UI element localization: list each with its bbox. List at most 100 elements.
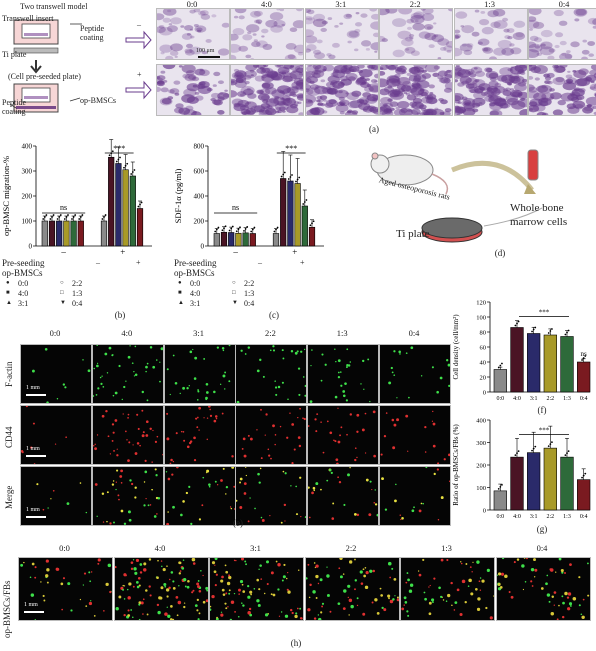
- data-point: [282, 173, 285, 176]
- y-tick-label: 0: [201, 243, 205, 251]
- data-point: [273, 230, 276, 233]
- bar: [129, 175, 136, 247]
- legend-entry: 3:1: [190, 299, 201, 308]
- data-point: [514, 454, 517, 457]
- data-point: [302, 203, 305, 205]
- data-point: [566, 331, 568, 334]
- bar: [70, 220, 77, 247]
- data-point: [79, 216, 82, 218]
- plus-label: +: [136, 258, 141, 267]
- bar: [577, 361, 591, 393]
- bar: [235, 232, 242, 247]
- data-point: [45, 214, 48, 216]
- x-tick-label: 3:1: [530, 396, 538, 402]
- bar: [527, 333, 541, 393]
- group-label: +: [120, 247, 125, 257]
- data-point: [228, 229, 231, 232]
- data-point: [309, 224, 312, 227]
- bar: [287, 180, 294, 247]
- scalebar: [198, 56, 220, 58]
- data-point: [42, 218, 45, 220]
- data-point: [124, 164, 127, 167]
- bar: [577, 479, 591, 511]
- scalebar: [26, 394, 46, 396]
- data-point: [244, 227, 247, 230]
- fluorescence-image: [307, 405, 380, 465]
- y-tick-label: 0: [483, 508, 486, 515]
- significance-label: ***: [539, 308, 550, 316]
- data-point: [130, 173, 133, 175]
- data-point: [517, 320, 520, 323]
- whole-bone-label: Whole bone: [510, 202, 564, 214]
- legend-entry: 0:0: [18, 279, 29, 288]
- legend-c: Pre-seeding op-BMSCs – + ● 0:0 ■ 4:0 ▲ 3:1 ○ 2:…: [172, 258, 332, 308]
- data-point: [549, 330, 552, 332]
- chart-f: 0 20 40 60 80 100 120 Cell density (cell/mm²) 0:…: [452, 300, 591, 402]
- micrograph: [453, 64, 528, 116]
- bar: [272, 233, 280, 247]
- data-point: [123, 166, 125, 169]
- ratio-header: 2:2: [409, 0, 421, 9]
- data-point: [59, 214, 62, 216]
- fluorescence-image: [379, 405, 451, 465]
- micrograph: [304, 8, 379, 60]
- legend-entry: 1:3: [244, 289, 255, 298]
- data-point: [56, 218, 59, 220]
- scalebar-label: 100 μm: [196, 48, 215, 54]
- y-tick-label: 400: [22, 143, 33, 151]
- row-label: F-actin: [4, 361, 14, 388]
- fluorescence-image: [235, 405, 308, 465]
- group-label: +: [292, 247, 297, 257]
- bar: [100, 220, 108, 247]
- data-point: [103, 216, 105, 218]
- ratio-header: 0:4: [408, 328, 420, 338]
- ratio-header: 0:0: [59, 543, 70, 553]
- data-point: [133, 169, 136, 171]
- legend-entry: 1:3: [72, 289, 83, 298]
- bar: [527, 452, 541, 511]
- data-point: [531, 449, 533, 452]
- bar: [308, 226, 316, 247]
- micrograph: [230, 8, 305, 60]
- caption-f: (f): [537, 405, 547, 415]
- bar: [48, 220, 56, 247]
- legend-entry: 0:4: [72, 299, 83, 308]
- preseeding-label: Pre-seeding: [174, 258, 217, 268]
- micrograph: [156, 64, 230, 116]
- bar: [543, 334, 557, 393]
- bar: [510, 327, 524, 393]
- y-tick-label: 300: [22, 168, 33, 176]
- data-point: [71, 218, 73, 220]
- data-point: [140, 201, 143, 204]
- scalebar-label: 1 mm: [26, 507, 40, 513]
- data-point: [230, 227, 233, 230]
- bar: [220, 231, 228, 247]
- data-point: [584, 472, 587, 475]
- title: Two transwell model: [20, 2, 88, 11]
- data-point: [51, 216, 53, 218]
- data-point: [67, 214, 69, 216]
- caption-d: (d): [494, 248, 506, 258]
- data-point: [52, 214, 55, 216]
- data-point: [58, 216, 61, 218]
- y-tick-label: 20: [480, 375, 487, 382]
- data-point: [280, 175, 283, 178]
- fluorescence-image: [307, 344, 380, 404]
- micrograph: [453, 8, 528, 60]
- data-point: [499, 364, 502, 367]
- chart-b: 0 100 200 300 400 op-BMSC migration-% – + ns ***: [1, 139, 152, 257]
- data-point: [564, 454, 567, 457]
- y-tick-label: 0: [29, 243, 33, 251]
- bar: [41, 220, 48, 247]
- scalebar-label: 1 mm: [26, 385, 40, 391]
- data-point: [111, 150, 114, 153]
- preseeding-label: Pre-seeding: [2, 258, 45, 268]
- data-point: [549, 443, 552, 446]
- significance-label: ***: [539, 426, 550, 434]
- x-tick-label: 4:0: [513, 396, 521, 402]
- data-point: [237, 228, 240, 231]
- x-tick-label: 2:2: [546, 396, 554, 402]
- data-point: [137, 205, 140, 208]
- data-point: [74, 214, 77, 216]
- data-point: [516, 452, 518, 455]
